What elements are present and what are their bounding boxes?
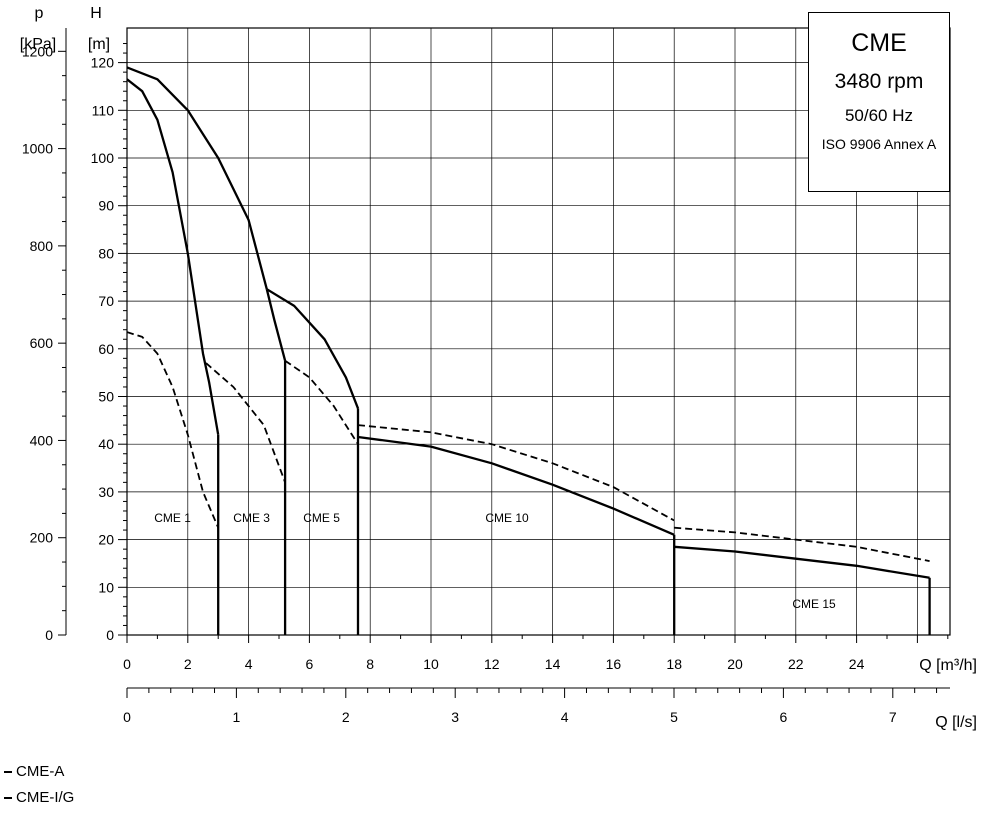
curve-cme-ig — [357, 435, 675, 536]
curve-cme-ig — [126, 78, 220, 435]
info-title: CME — [851, 29, 907, 57]
h-axis-tick-label: 120 — [91, 55, 115, 71]
p-axis-unit: [kPa] — [20, 36, 56, 53]
ls-axis-tick-label: 5 — [670, 709, 678, 725]
legend-label: CME-A — [16, 763, 65, 780]
q-axis-tick-label: 22 — [788, 656, 804, 672]
grid — [127, 28, 950, 635]
curve-cme-a — [357, 424, 675, 522]
legend-label: CME-I/G — [16, 789, 75, 806]
model-label: CME 15 — [792, 597, 836, 611]
curve-cme-ig — [265, 288, 287, 361]
p-axis-tick-label: 0 — [45, 627, 53, 643]
h-axis-tick-label: 70 — [98, 293, 114, 309]
p-axis-tick-label: 1200 — [22, 43, 53, 59]
h-axis-tick-label: 0 — [106, 627, 114, 643]
info-speed: 3480 rpm — [834, 70, 924, 93]
q-axis-tick-label: 4 — [245, 656, 253, 672]
legend-item-cme-ig: CME-I/G — [4, 789, 74, 815]
model-label: CME 1 — [154, 511, 191, 525]
q-axis-tick-label: 0 — [123, 656, 131, 672]
ls-axis-tick-label: 0 — [123, 709, 131, 725]
curve-cme-ig — [126, 66, 268, 290]
info-frequency: 50/60 Hz — [844, 106, 914, 125]
h-axis-tick-label: 80 — [98, 245, 114, 261]
p-axis-tick-label: 400 — [30, 432, 54, 448]
p-axis-tick-label: 800 — [30, 238, 54, 254]
h-axis-tick-label: 20 — [98, 532, 114, 548]
curve-cme-a — [126, 331, 220, 529]
q-axis-label: Q [m³/h] — [919, 657, 977, 674]
h-axis-tick-label: 10 — [98, 579, 114, 595]
q-axis-tick-label: 2 — [184, 656, 192, 672]
q-axis-tick-label: 24 — [849, 656, 865, 672]
q-axis-tick-label: 8 — [366, 656, 374, 672]
q-axis-tick-label: 6 — [306, 656, 314, 672]
model-label: CME 3 — [233, 511, 270, 525]
model-label: CME 5 — [303, 511, 340, 525]
h-axis-tick-label: 40 — [98, 436, 114, 452]
legend-item-cme-a: CME-A — [4, 763, 74, 789]
p-axis-tick-label: 1000 — [22, 141, 53, 157]
ls-axis-tick-label: 4 — [561, 709, 569, 725]
ls-axis-tick-label: 7 — [889, 709, 897, 725]
legend-swatch-solid — [4, 797, 12, 800]
q-axis-tick-label: 12 — [484, 656, 500, 672]
ls-axis-tick-label: 3 — [451, 709, 459, 725]
curve-cme-ig — [266, 288, 360, 409]
chart-info-box: CME 3480 rpm 50/60 Hz ISO 9906 Annex A — [808, 12, 950, 192]
curve-cme-a — [284, 359, 359, 445]
ls-axis-tick-label: 6 — [780, 709, 788, 725]
h-axis-label: H — [90, 5, 102, 22]
curve-cme-a — [205, 362, 286, 483]
ls-axis-label: Q [l/s] — [935, 714, 977, 731]
plot-area-frame — [126, 27, 951, 636]
p-axis-tick-label: 600 — [30, 335, 54, 351]
h-axis-unit: [m] — [88, 36, 110, 53]
q-axis-tick-label: 10 — [423, 656, 439, 672]
h-axis-tick-label: 50 — [98, 389, 114, 405]
model-label: CME 10 — [485, 511, 529, 525]
ls-axis-tick-label: 2 — [342, 709, 350, 725]
legend: CME-A CME-I/G — [4, 763, 74, 815]
h-axis-tick-label: 100 — [91, 150, 115, 166]
q-axis-tick-label: 20 — [727, 656, 743, 672]
legend-swatch-dashed — [4, 771, 12, 774]
info-standard: ISO 9906 Annex A — [821, 136, 937, 152]
curve-cme-ig — [674, 545, 930, 579]
q-axis-tick-label: 14 — [545, 656, 561, 672]
h-axis-tick-label: 90 — [98, 198, 114, 214]
curve-cme-a — [674, 526, 930, 562]
p-axis-label: p — [35, 5, 44, 22]
p-axis-tick-label: 200 — [30, 530, 54, 546]
q-axis-tick-label: 18 — [666, 656, 682, 672]
h-axis-tick-label: 30 — [98, 484, 114, 500]
q-axis-tick-label: 16 — [606, 656, 622, 672]
ls-axis-tick-label: 1 — [233, 709, 241, 725]
h-axis-tick-label: 110 — [92, 102, 115, 118]
h-axis-tick-label: 60 — [98, 341, 114, 357]
